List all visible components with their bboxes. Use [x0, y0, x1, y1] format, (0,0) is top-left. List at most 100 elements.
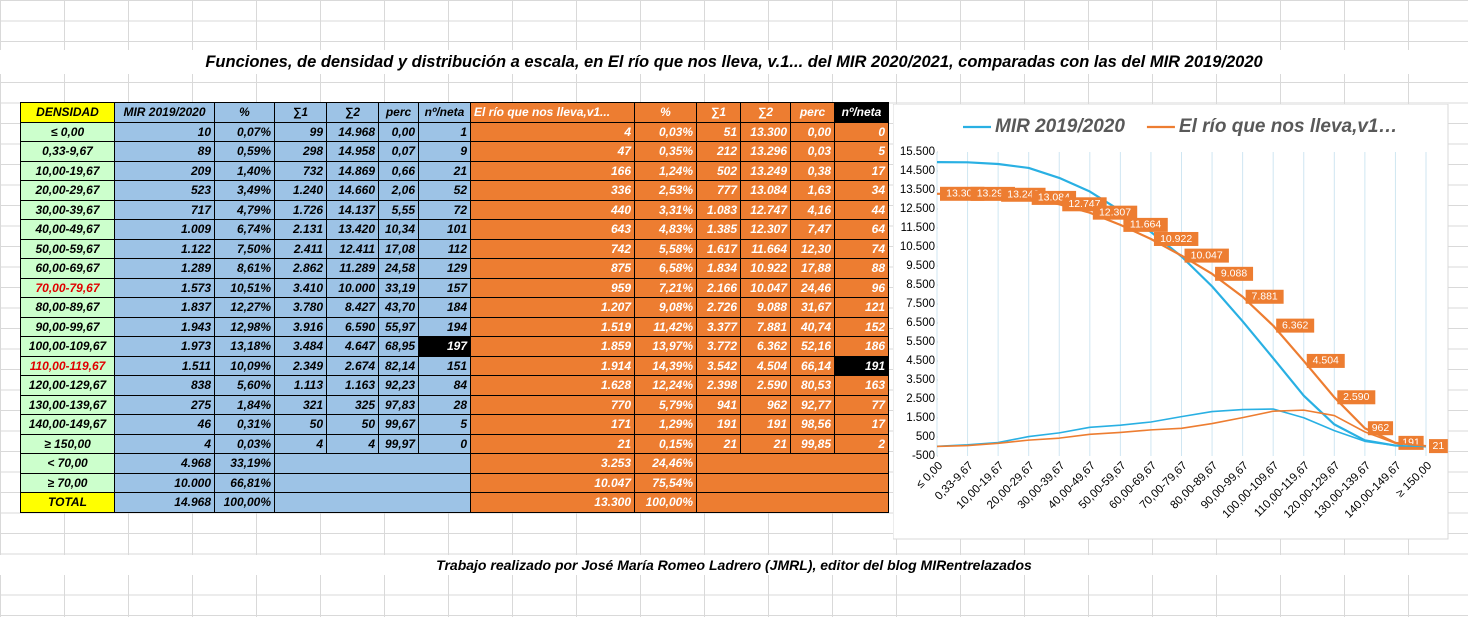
- header-cell: perc: [790, 102, 835, 123]
- y-tick-label: 15.500: [900, 146, 935, 158]
- data-label-box: [1276, 318, 1315, 333]
- cell: 52: [418, 180, 471, 201]
- cell: 1.083: [696, 199, 741, 220]
- cell: 14.968: [326, 121, 379, 142]
- y-tick-label: 2.500: [906, 393, 935, 405]
- cell: 962: [740, 394, 791, 415]
- cell: 959: [470, 277, 635, 298]
- cell: 186: [834, 336, 889, 357]
- row-label: < 70,00: [20, 453, 115, 474]
- cell: 1.122: [114, 238, 215, 259]
- cell: 11.664: [740, 238, 791, 259]
- cell: 0,03: [790, 141, 835, 162]
- empty-cell: [696, 492, 889, 513]
- cell: 194: [418, 316, 471, 337]
- table-row: 50,00-59,67 1.122 7,50% 2.411 12.411 17,08 112…: [20, 238, 889, 259]
- cell: 98,56: [790, 414, 835, 435]
- y-tick-label: 10.500: [900, 241, 935, 253]
- row-label: 70,00-79,67: [20, 277, 115, 298]
- data-label: 962: [1372, 422, 1390, 434]
- cell: 121: [834, 297, 889, 318]
- cell: 7,21%: [634, 277, 697, 298]
- cell: 191: [834, 355, 889, 376]
- data-label: 13.296: [977, 188, 1009, 200]
- cell: 12,27%: [214, 297, 275, 318]
- cell: 171: [470, 414, 635, 435]
- data-table: DENSIDAD MIR 2019/2020% ∑1 ∑2 perc nº/neta El …: [20, 102, 889, 513]
- cell: 13.300: [470, 492, 635, 513]
- cell: 55,97: [378, 316, 419, 337]
- y-tick-label: 7.500: [906, 298, 935, 310]
- cell: 10.000: [326, 277, 379, 298]
- table-row: 90,00-99,67 1.943 12,98% 3.916 6.590 55,97 194…: [20, 316, 889, 337]
- data-label-box: [1215, 266, 1254, 281]
- cell: 0,66: [378, 160, 419, 181]
- cell: 3.780: [274, 297, 327, 318]
- cell: 10.000: [114, 472, 215, 493]
- cell: 6.362: [740, 336, 791, 357]
- series-line: [936, 409, 1427, 448]
- table-row: 100,00-109,67 1.973 13,18% 3.484 4.647 68,95 1…: [20, 336, 889, 357]
- cell: 1.973: [114, 336, 215, 357]
- cell: 197: [418, 336, 471, 357]
- data-label-box: [1092, 205, 1138, 220]
- cell: 5: [834, 141, 889, 162]
- table-row: < 70,00 4.968 33,19% 3.253 24,46%: [20, 453, 889, 474]
- cell: 0,35%: [634, 141, 697, 162]
- cell: 1.009: [114, 219, 215, 240]
- cell: 97,83: [378, 394, 419, 415]
- cell: 88: [834, 258, 889, 279]
- data-label: 6.362: [1282, 319, 1308, 331]
- table-row: ≥ 70,00 10.000 66,81% 10.047 75,54%: [20, 472, 889, 493]
- cell: 17: [834, 160, 889, 181]
- cell: 941: [696, 394, 741, 415]
- cell: 2.726: [696, 297, 741, 318]
- cell: 11,42%: [634, 316, 697, 337]
- header-cell: El río que nos lleva,v1...: [470, 102, 635, 123]
- cell: 99,97: [378, 433, 419, 454]
- row-label: 60,00-69,67: [20, 258, 115, 279]
- data-label: 10.047: [1191, 249, 1223, 261]
- y-tick-label: 500: [916, 431, 935, 443]
- cell: 4,79%: [214, 199, 275, 220]
- cell: 732: [274, 160, 327, 181]
- cell: 12.747: [740, 199, 791, 220]
- row-label: 40,00-49,67: [20, 219, 115, 240]
- cell: 10.047: [740, 277, 791, 298]
- y-tick-label: 12.500: [900, 203, 935, 215]
- cell: 523: [114, 180, 215, 201]
- cell: 74: [834, 238, 889, 259]
- cell: 17: [834, 414, 889, 435]
- cell: 298: [274, 141, 327, 162]
- cell: 52,16: [790, 336, 835, 357]
- cell: 40,74: [790, 316, 835, 337]
- cell: 166: [470, 160, 635, 181]
- cell: 3.410: [274, 277, 327, 298]
- cell: 14.968: [114, 492, 215, 513]
- cell: 44: [834, 199, 889, 220]
- cell: 13.084: [740, 180, 791, 201]
- cell: 9,08%: [634, 297, 697, 318]
- y-tick-label: 14.500: [900, 165, 935, 177]
- cell: 3.377: [696, 316, 741, 337]
- cell: 14.958: [326, 141, 379, 162]
- cell: 8,61%: [214, 258, 275, 279]
- chart-area: [893, 104, 1449, 540]
- table-row: 60,00-69,67 1.289 8,61% 2.862 11.289 24,58 129…: [20, 258, 889, 279]
- row-label: ≥ 70,00: [20, 472, 115, 493]
- cell: 80,53: [790, 375, 835, 396]
- cell: 4: [274, 433, 327, 454]
- cell: 4.647: [326, 336, 379, 357]
- page-title: Funciones, de densidad y distribución a …: [0, 50, 1468, 74]
- cell: 0,31%: [214, 414, 275, 435]
- cell: 1.385: [696, 219, 741, 240]
- cell: 3,31%: [634, 199, 697, 220]
- data-label: 11.664: [1130, 219, 1161, 231]
- row-label: 50,00-59,67: [20, 238, 115, 259]
- row-label: 130,00-139,67: [20, 394, 115, 415]
- table-row: 10,00-19,67 209 1,40% 732 14.869 0,66 21 166 1,2…: [20, 160, 889, 181]
- cell: 2: [834, 433, 889, 454]
- data-label-box: [1245, 289, 1284, 304]
- cell: 4.968: [114, 453, 215, 474]
